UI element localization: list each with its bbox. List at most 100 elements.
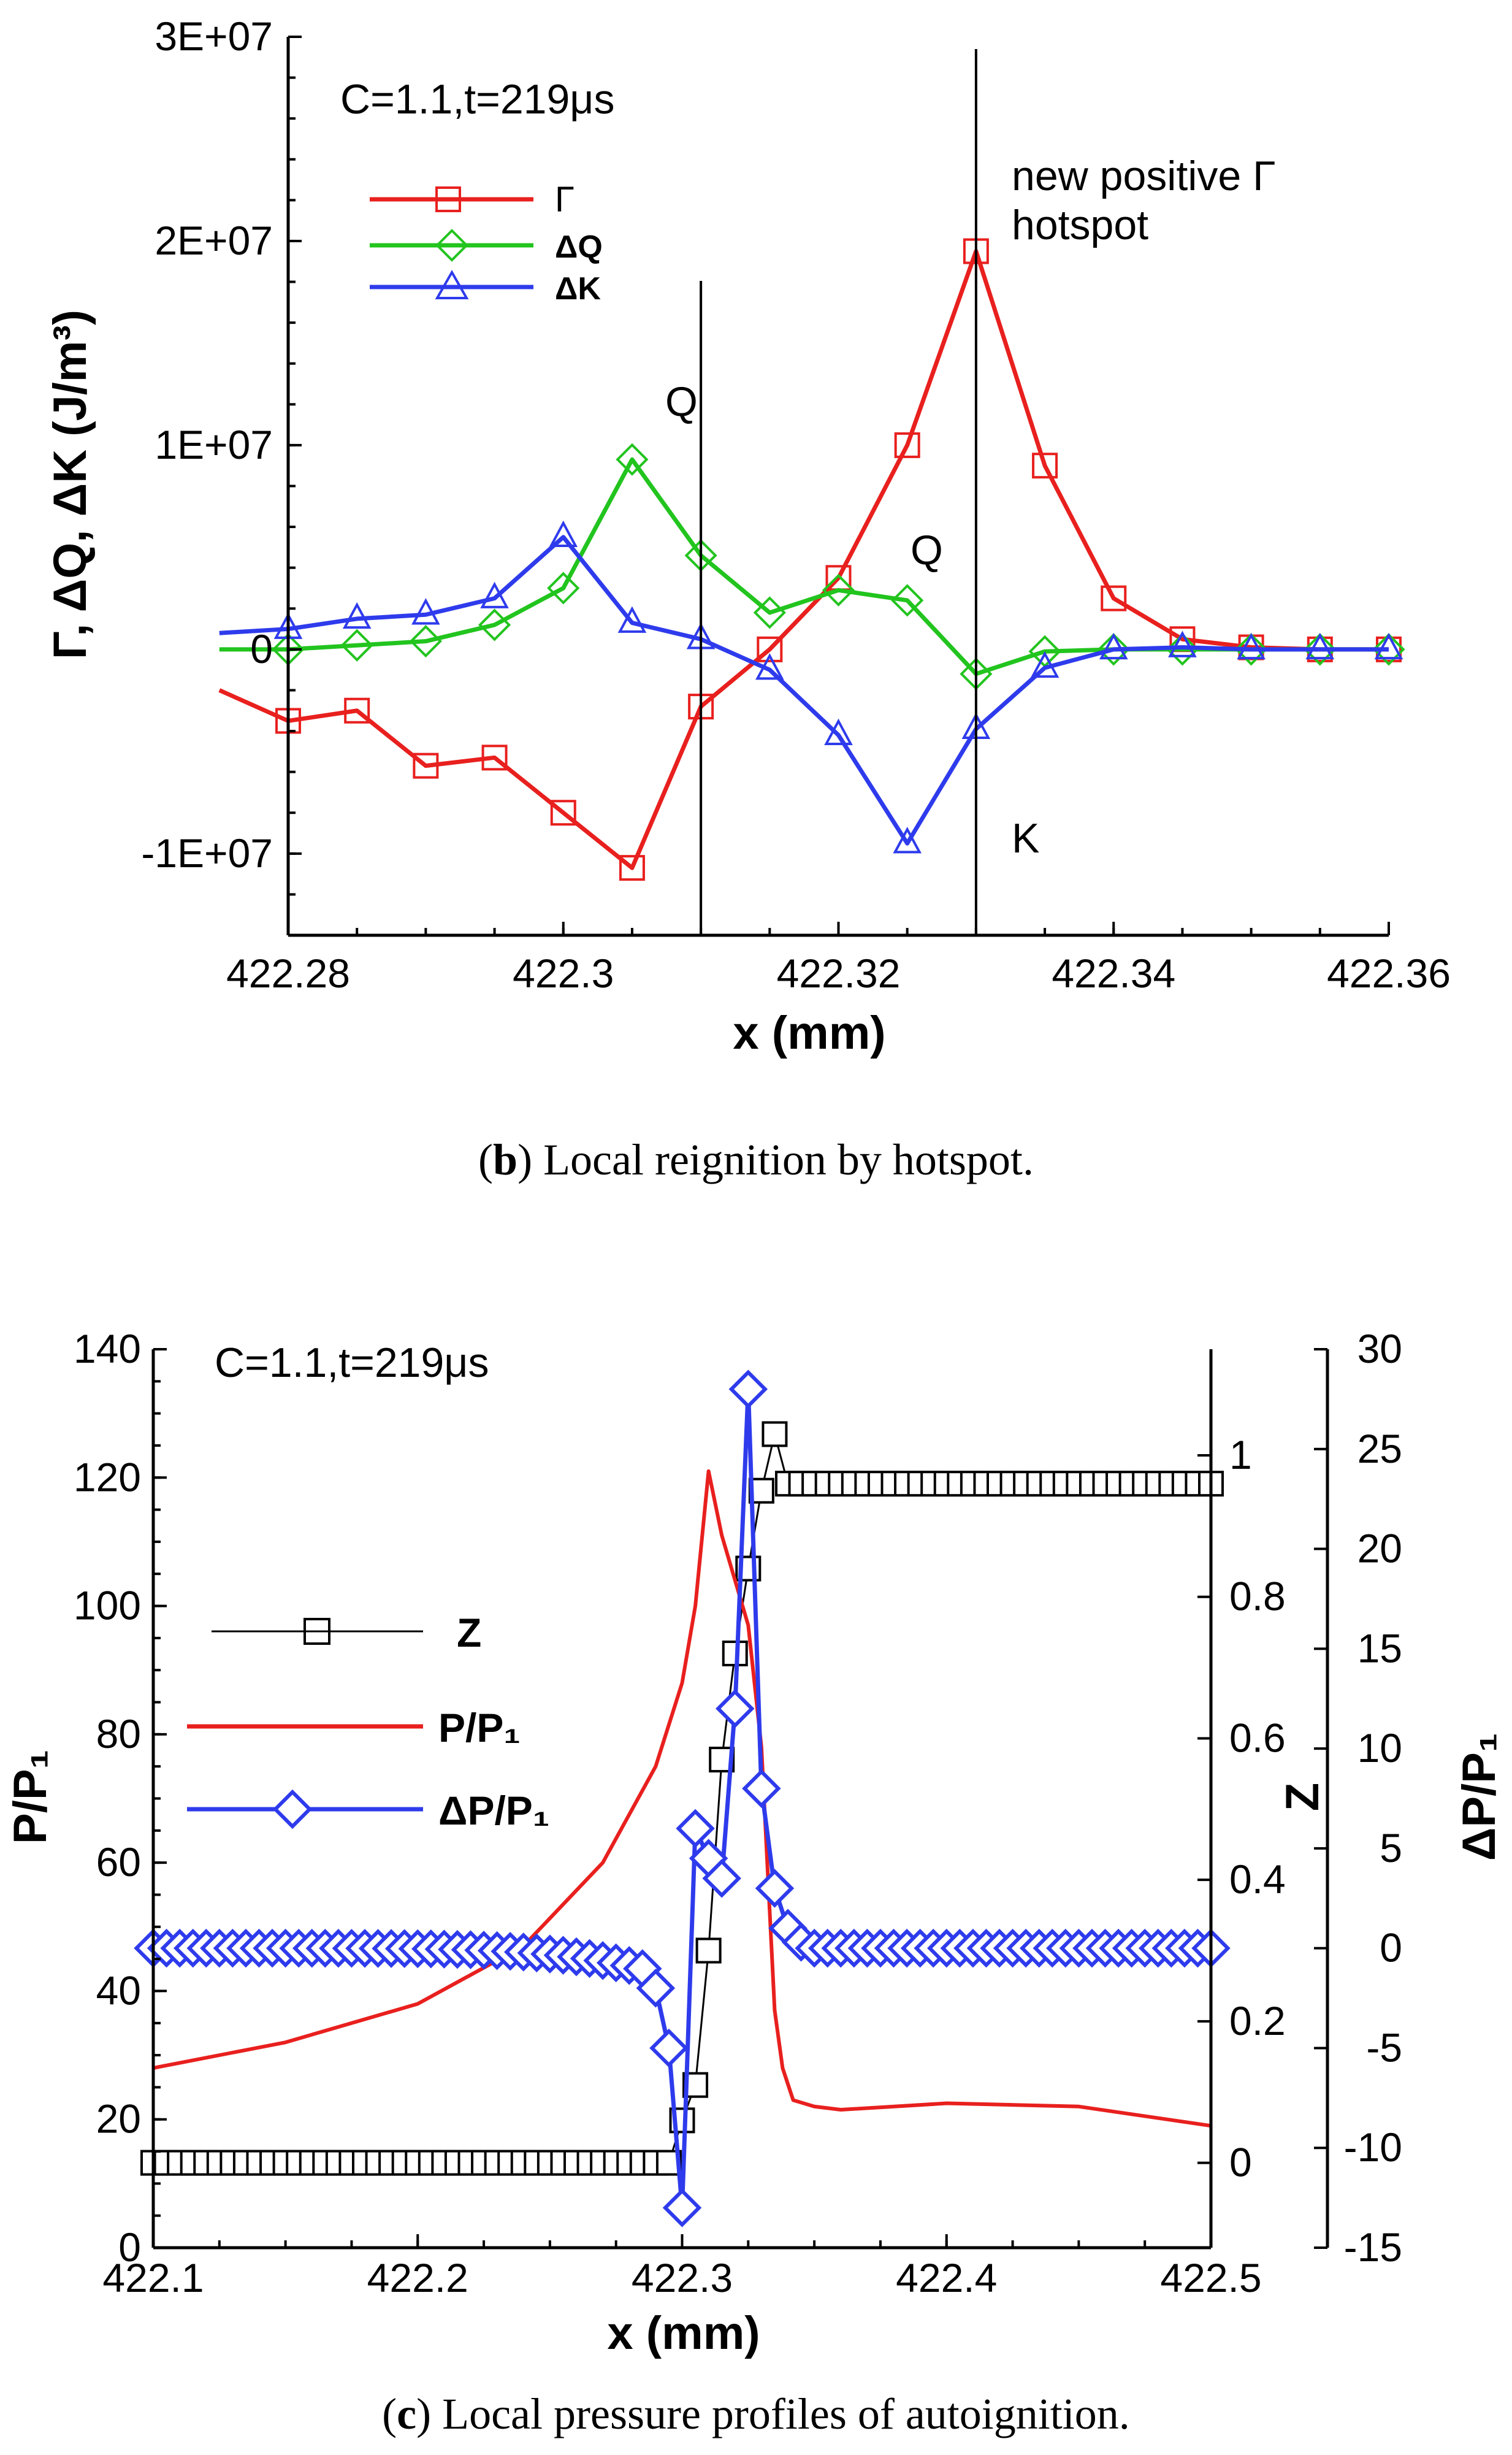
b-series-0-point	[344, 697, 370, 724]
b-series-0-point	[1032, 453, 1058, 479]
b-x-ticks: 422.28 422.3 422.32 422.34 422.36	[226, 922, 1451, 996]
b-series-0-point	[550, 800, 576, 826]
b-series-1-point	[547, 572, 580, 605]
c-dp-line	[153, 1387, 1211, 2210]
c-x-axis-title: x (mm)	[607, 2307, 760, 2359]
c-caption: (c) Local pressure profiles of autoignit…	[382, 2389, 1130, 2438]
c-legend-z-label: Z	[457, 1610, 481, 1655]
c-dp-point	[728, 1369, 768, 1409]
c-y-left-tick-label: 60	[96, 1839, 141, 1885]
chart-c-data	[134, 1369, 1231, 2227]
b-y-tick-label: 0	[250, 626, 273, 672]
b-series-1-point	[753, 596, 786, 629]
b-y-tick-label: -1E+07	[141, 830, 273, 876]
b-x-tick-label: 422.36	[1327, 951, 1451, 996]
c-caption-letter: c	[397, 2389, 416, 2438]
b-legend-dq-marker	[435, 229, 468, 262]
b-series-1-point	[616, 443, 649, 476]
c-y-left-tick-label: 80	[96, 1711, 141, 1756]
b-legend-gamma-label: Γ	[555, 180, 575, 220]
b-series-1-point	[478, 608, 511, 642]
b-series-2-point	[1168, 630, 1197, 657]
b-series-2-point	[549, 520, 578, 547]
b-condition-label: C=1.1,t=219μs	[340, 76, 614, 123]
c-legend-p-label: P/P₁	[438, 1705, 521, 1750]
c-y-axis-title-right1: Z	[1277, 1783, 1329, 1811]
c-y-left-tick-label: 20	[96, 2096, 141, 2142]
c-y-right2-tick-label: -5	[1366, 2024, 1402, 2070]
c-dp-point	[649, 2028, 689, 2068]
b-series-0-point	[894, 432, 920, 458]
c-y-right1-tick-label: 0.2	[1229, 1998, 1286, 2043]
b-series-0-line	[218, 249, 1389, 870]
c-y-axis-title-left: P/P₁	[4, 1750, 56, 1844]
c-legend-dp-marker	[272, 1789, 313, 1829]
c-y-axis-title-right2: ΔP/P₁	[1453, 1733, 1505, 1861]
c-legend: Z P/P₁ ΔP/P₁	[187, 1610, 549, 1833]
b-x-tick-label: 422.32	[777, 951, 901, 996]
b-series-0-point	[1101, 585, 1127, 611]
c-z-point	[762, 1421, 788, 1447]
c-dp-point	[755, 1869, 795, 1908]
b-legend: Γ ΔQ ΔK	[370, 180, 603, 307]
c-y-right2-tick-label: 5	[1380, 1825, 1402, 1871]
b-series-2-point	[1305, 632, 1335, 660]
b-series-2-point	[1099, 632, 1128, 660]
b-k-label: K	[1012, 815, 1039, 862]
c-y-left-tick-label: 40	[96, 1967, 141, 2013]
b-caption: (b) Local reignition by hotspot.	[478, 1135, 1034, 1184]
b-series-1-point	[1304, 633, 1337, 666]
c-dp-point	[636, 1969, 676, 2008]
c-x-tick-label: 422.5	[1160, 2255, 1261, 2300]
b-x-tick-label: 422.28	[226, 951, 350, 996]
b-y-axis-title: Γ, ΔQ, ΔK (J/m³)	[44, 310, 96, 659]
c-x-tick-label: 422.4	[896, 2255, 997, 2300]
b-series-2-point	[617, 606, 647, 633]
b-y-tick-label: 2E+07	[155, 218, 273, 263]
b-legend-dk-marker	[435, 269, 469, 299]
c-y-right2-tick-label: 0	[1380, 1925, 1402, 1971]
c-condition-label: C=1.1,t=219μs	[215, 1339, 489, 1386]
b-series-0-point	[413, 753, 439, 779]
b-hotspot-label-2: hotspot	[1012, 202, 1148, 248]
c-dp-point	[676, 1809, 715, 1848]
b-y-ticks: -1E+07 0 1E+07 2E+07 3E+07	[141, 13, 302, 936]
c-legend-z-marker	[304, 1618, 330, 1645]
c-y-right2-tick-label: 10	[1357, 1725, 1402, 1771]
b-x-axis-title: x (mm)	[733, 1007, 885, 1059]
c-y-right2-tick-label: 20	[1357, 1526, 1402, 1571]
b-legend-gamma-marker	[435, 186, 461, 212]
b-series-1-point	[1235, 633, 1268, 666]
b-series-2-point	[1030, 651, 1060, 678]
c-dp-point	[716, 1689, 755, 1728]
b-x-tick-label: 422.3	[513, 951, 614, 996]
b-series-2-point	[342, 602, 372, 629]
c-dp-point	[662, 2188, 702, 2227]
c-y-right1-tick-label: 0.8	[1229, 1574, 1286, 1619]
b-series-1-point	[891, 584, 924, 617]
c-x-tick-label: 422.2	[367, 2255, 468, 2300]
chart-b: 422.28 422.3 422.32 422.34 422.36 -1E+07 0 1E+…	[44, 13, 1451, 1184]
b-series-2-point	[1374, 632, 1403, 660]
b-q-label-2: Q	[911, 527, 943, 573]
b-legend-dk-label: ΔK	[555, 271, 601, 307]
chart-b-vlines	[700, 49, 977, 935]
c-y-left-tick-label: 100	[74, 1583, 141, 1628]
c-x-tick-label: 422.1	[102, 2255, 204, 2300]
c-caption-text: Local pressure profiles of autoignition.	[442, 2389, 1130, 2438]
b-series-2-point	[1237, 632, 1266, 660]
b-legend-dq-label: ΔQ	[555, 229, 603, 265]
c-dp-point	[742, 1769, 781, 1808]
b-series-2-point	[755, 653, 784, 680]
b-series-0-point	[619, 855, 645, 881]
b-caption-text: Local reignition by hotspot.	[543, 1135, 1034, 1184]
c-dp-point	[702, 1858, 741, 1898]
c-y-left-tick-label: 0	[118, 2224, 141, 2270]
c-y-right1-tick-label: 0.6	[1229, 1715, 1286, 1760]
c-p-line	[153, 1469, 1212, 2128]
b-series-1-point	[340, 629, 373, 662]
b-series-0-point	[757, 636, 783, 662]
c-y-right1-tick-label: 1	[1229, 1432, 1252, 1477]
b-series-2-point	[411, 598, 440, 625]
